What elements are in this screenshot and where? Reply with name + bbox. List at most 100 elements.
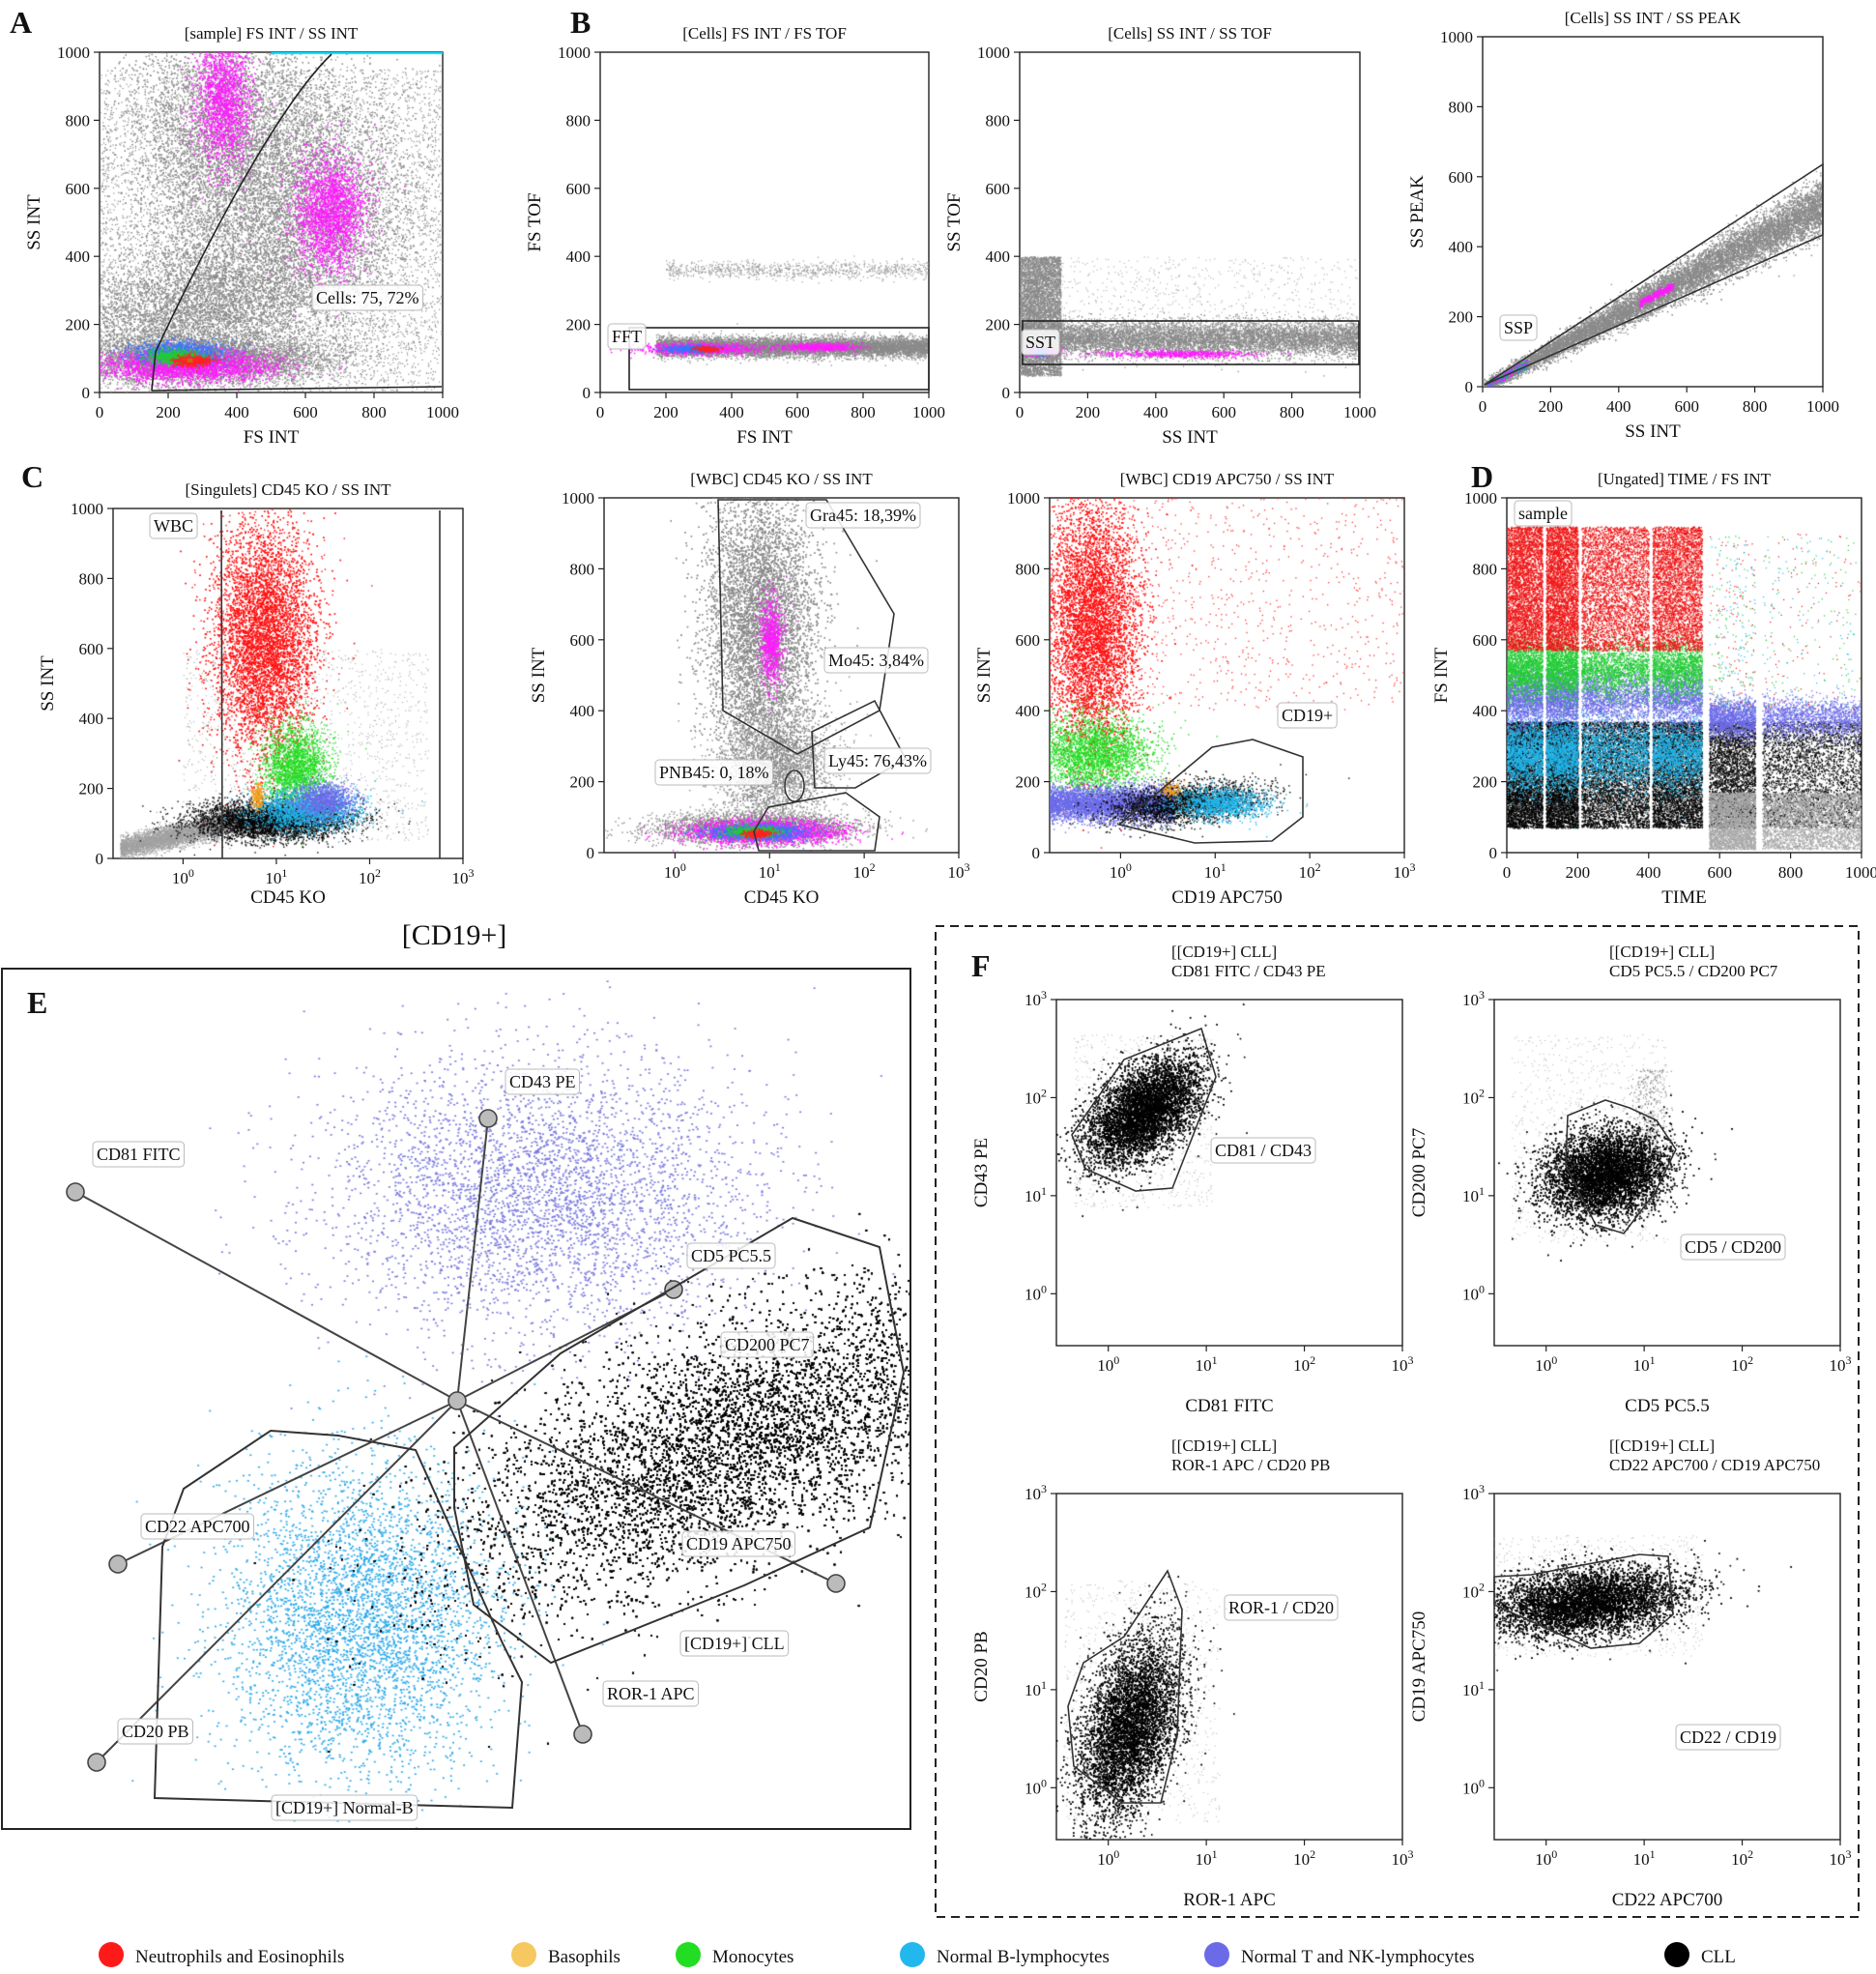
chart-F4: [[CD19+] CLL]CD22 APC700 / CD19 APC750 CD…	[1409, 1437, 1852, 1910]
chart-title-line1: [[CD19+] CLL]	[1171, 943, 1277, 961]
x-tick-label: 101	[265, 866, 287, 887]
radar-axis-label: CD20 PB	[122, 1722, 189, 1741]
gate-label: SST	[1025, 333, 1055, 352]
y-axis-label: SS INT	[529, 647, 549, 703]
y-tick-label: 600	[986, 180, 1011, 198]
x-tick-label: 103	[1394, 860, 1416, 882]
panel-letter-F: F	[971, 948, 991, 983]
x-tick-label: 101	[1196, 1847, 1218, 1869]
x-tick-label: 103	[1830, 1353, 1852, 1375]
y-tick-label: 102	[1462, 1580, 1485, 1601]
gate-label: Cells: 75, 72%	[316, 288, 419, 307]
y-axis-label: SS INT	[974, 647, 995, 703]
y-axis-label: SS PEAK	[1407, 175, 1428, 248]
x-tick-label: 103	[1392, 1353, 1414, 1375]
scatter-points	[113, 508, 463, 858]
gate-wbc-left	[220, 509, 223, 859]
x-tick-label: 1000	[912, 403, 945, 421]
y-tick-label: 800	[986, 111, 1011, 130]
x-tick-label: 800	[361, 403, 387, 421]
gate-label-box	[117, 1718, 194, 1745]
gate-label-box	[505, 1068, 581, 1095]
y-tick-label: 800	[566, 111, 592, 130]
scatter-points	[1056, 1000, 1402, 1346]
y-tick-label: 103	[1025, 1482, 1047, 1503]
x-tick-label: 600	[785, 403, 810, 421]
radar-axis-line	[456, 1400, 584, 1735]
chart-C2: [WBC] CD45 KO / SS INT CD45 KO SS INT 100 10…	[529, 470, 970, 908]
gate-label-box	[686, 1242, 776, 1269]
gate-cd19pos	[1117, 739, 1304, 844]
gate-label-box	[823, 747, 932, 774]
radar-axis-label: ROR-1 APC	[607, 1684, 695, 1703]
gate-label-box	[1210, 1137, 1316, 1164]
y-tick-label: 1000	[1464, 489, 1497, 508]
y-axis-label: CD43 PE	[971, 1138, 992, 1207]
y-tick-label: 600	[1016, 631, 1041, 650]
y-tick-label: 102	[1025, 1086, 1047, 1107]
x-axis-label: CD5 PC5.5	[1625, 1396, 1710, 1416]
gate-label-box	[602, 1680, 700, 1707]
x-tick-label: 800	[1743, 397, 1768, 416]
x-tick-label: 600	[1211, 403, 1236, 421]
chart-title-line2: CD22 APC700 / CD19 APC750	[1609, 1456, 1820, 1474]
x-tick-label: 1000	[1845, 863, 1876, 882]
x-axis-label: CD45 KO	[744, 887, 820, 908]
radar-axis-label: CD22 APC700	[145, 1517, 250, 1536]
legend-swatch	[1204, 1942, 1229, 1967]
y-tick-label: 1000	[558, 44, 591, 62]
radar-axis-label: CD43 PE	[509, 1072, 576, 1091]
gate-fft	[628, 327, 930, 391]
x-tick-label: 200	[156, 403, 181, 421]
panel-letter-B: B	[570, 5, 591, 40]
y-tick-label: 400	[79, 710, 104, 728]
y-tick-label: 800	[1473, 560, 1498, 578]
x-tick-label: 1000	[1343, 403, 1376, 421]
y-tick-label: 400	[1449, 238, 1474, 256]
radar-axis-label: CD81 FITC	[97, 1145, 181, 1164]
chart-F1: [[CD19+] CLL]CD81 FITC / CD43 PE CD81 FIT…	[971, 943, 1414, 1416]
gate-label-box	[1021, 329, 1060, 356]
gate-label: PNB45: 0, 18%	[659, 763, 769, 782]
gate-label: CD19+	[1282, 706, 1333, 725]
x-tick-label: 200	[1539, 397, 1564, 416]
legend-item: Basophils	[511, 1942, 621, 1967]
x-axis-label: CD81 FITC	[1185, 1396, 1273, 1416]
gate-label: WBC	[154, 516, 193, 536]
y-tick-label: 200	[1449, 308, 1474, 327]
y-tick-label: 100	[1462, 1776, 1485, 1797]
chart-title: [Ungated] TIME / FS INT	[1598, 470, 1772, 488]
x-tick-label: 400	[1606, 397, 1631, 416]
panel-letter-C: C	[21, 459, 43, 494]
y-tick-label: 103	[1025, 988, 1047, 1009]
chart-title: [Cells] SS INT / SS PEAK	[1565, 9, 1742, 27]
chart-title: [Singulets] CD45 KO / SS INT	[186, 480, 392, 499]
x-tick-label: 800	[851, 403, 876, 421]
x-tick-label: 200	[653, 403, 678, 421]
x-tick-label: 0	[96, 403, 104, 421]
gate-label-box	[720, 1331, 815, 1358]
radar-axis-line	[74, 1191, 458, 1402]
gate-label-box	[271, 1794, 418, 1821]
x-tick-label: 100	[1110, 860, 1132, 882]
gate-label-box	[823, 647, 929, 674]
gate-cells	[151, 53, 443, 392]
gate-label: [CD19+] CLL	[684, 1634, 785, 1653]
y-tick-label: 400	[66, 247, 91, 266]
x-tick-label: 0	[1479, 397, 1487, 416]
scatter-points	[604, 498, 959, 853]
y-tick-label: 200	[1016, 773, 1041, 792]
chart-F2: [[CD19+] CLL]CD5 PC5.5 / CD200 PC7 CD5 PC…	[1409, 943, 1852, 1416]
x-tick-label: 103	[1392, 1847, 1414, 1869]
chart-title-line2: CD5 PC5.5 / CD200 PC7	[1609, 962, 1778, 980]
gate-label: CD22 / CD19	[1680, 1727, 1776, 1747]
scatter-points	[600, 52, 929, 392]
chart-title: [WBC] CD45 KO / SS INT	[690, 470, 873, 488]
legend-label: CLL	[1701, 1947, 1736, 1967]
y-axis-label: SS TOF	[944, 192, 965, 251]
panel-e-frame	[1, 968, 911, 1830]
radar-axis-label: CD200 PC7	[725, 1335, 810, 1354]
y-tick-label: 100	[1462, 1282, 1485, 1303]
y-tick-label: 400	[986, 247, 1011, 266]
legend-item: Normal B-lymphocytes	[900, 1942, 1110, 1967]
